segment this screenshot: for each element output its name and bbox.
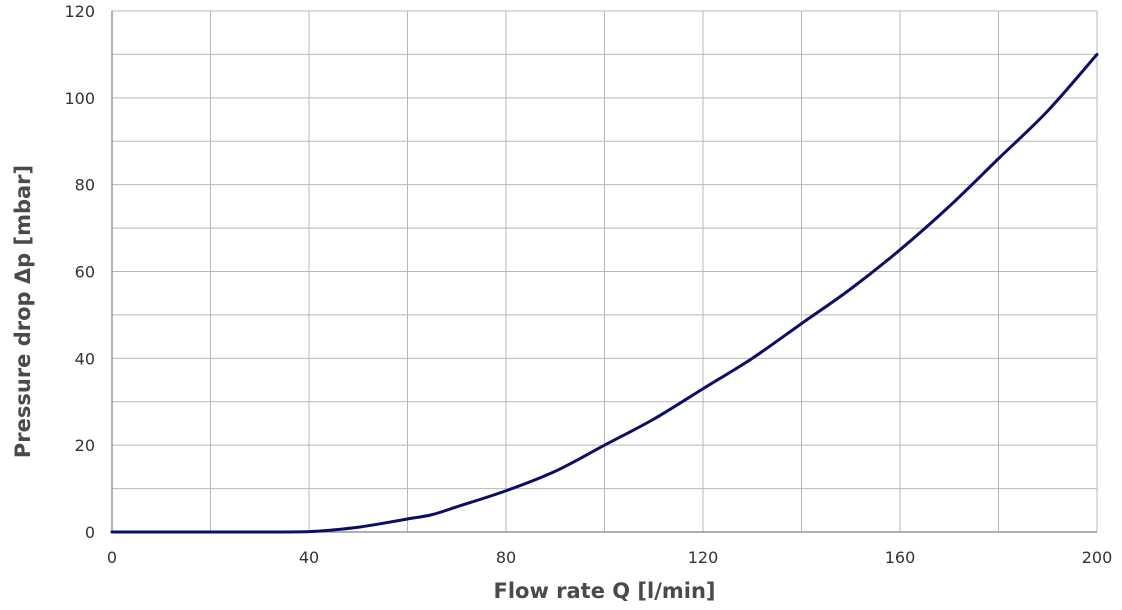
y-tick-label: 60 <box>75 263 95 282</box>
x-tick-label: 40 <box>299 548 319 567</box>
y-tick-label: 80 <box>75 176 95 195</box>
y-tick-label: 40 <box>75 349 95 368</box>
tick-labels: 0 40 80 120 160 200 0 20 40 60 80 100 120 <box>64 2 1112 567</box>
y-tick-label: 120 <box>64 2 95 21</box>
y-axis-title: Pressure drop Δp [mbar] <box>11 165 35 458</box>
x-tick-label: 120 <box>688 548 719 567</box>
y-tick-label: 0 <box>85 523 95 542</box>
y-tick-label: 20 <box>75 436 95 455</box>
x-tick-label: 200 <box>1082 548 1113 567</box>
x-tick-label: 160 <box>885 548 916 567</box>
y-tick-label: 100 <box>64 89 95 108</box>
x-tick-label: 0 <box>107 548 117 567</box>
grid <box>111 10 1098 533</box>
x-tick-label: 80 <box>496 548 516 567</box>
series-line-pressure-drop <box>110 52 1099 534</box>
series-layer <box>110 52 1099 534</box>
x-axis-title: Flow rate Q [l/min] <box>493 579 715 603</box>
